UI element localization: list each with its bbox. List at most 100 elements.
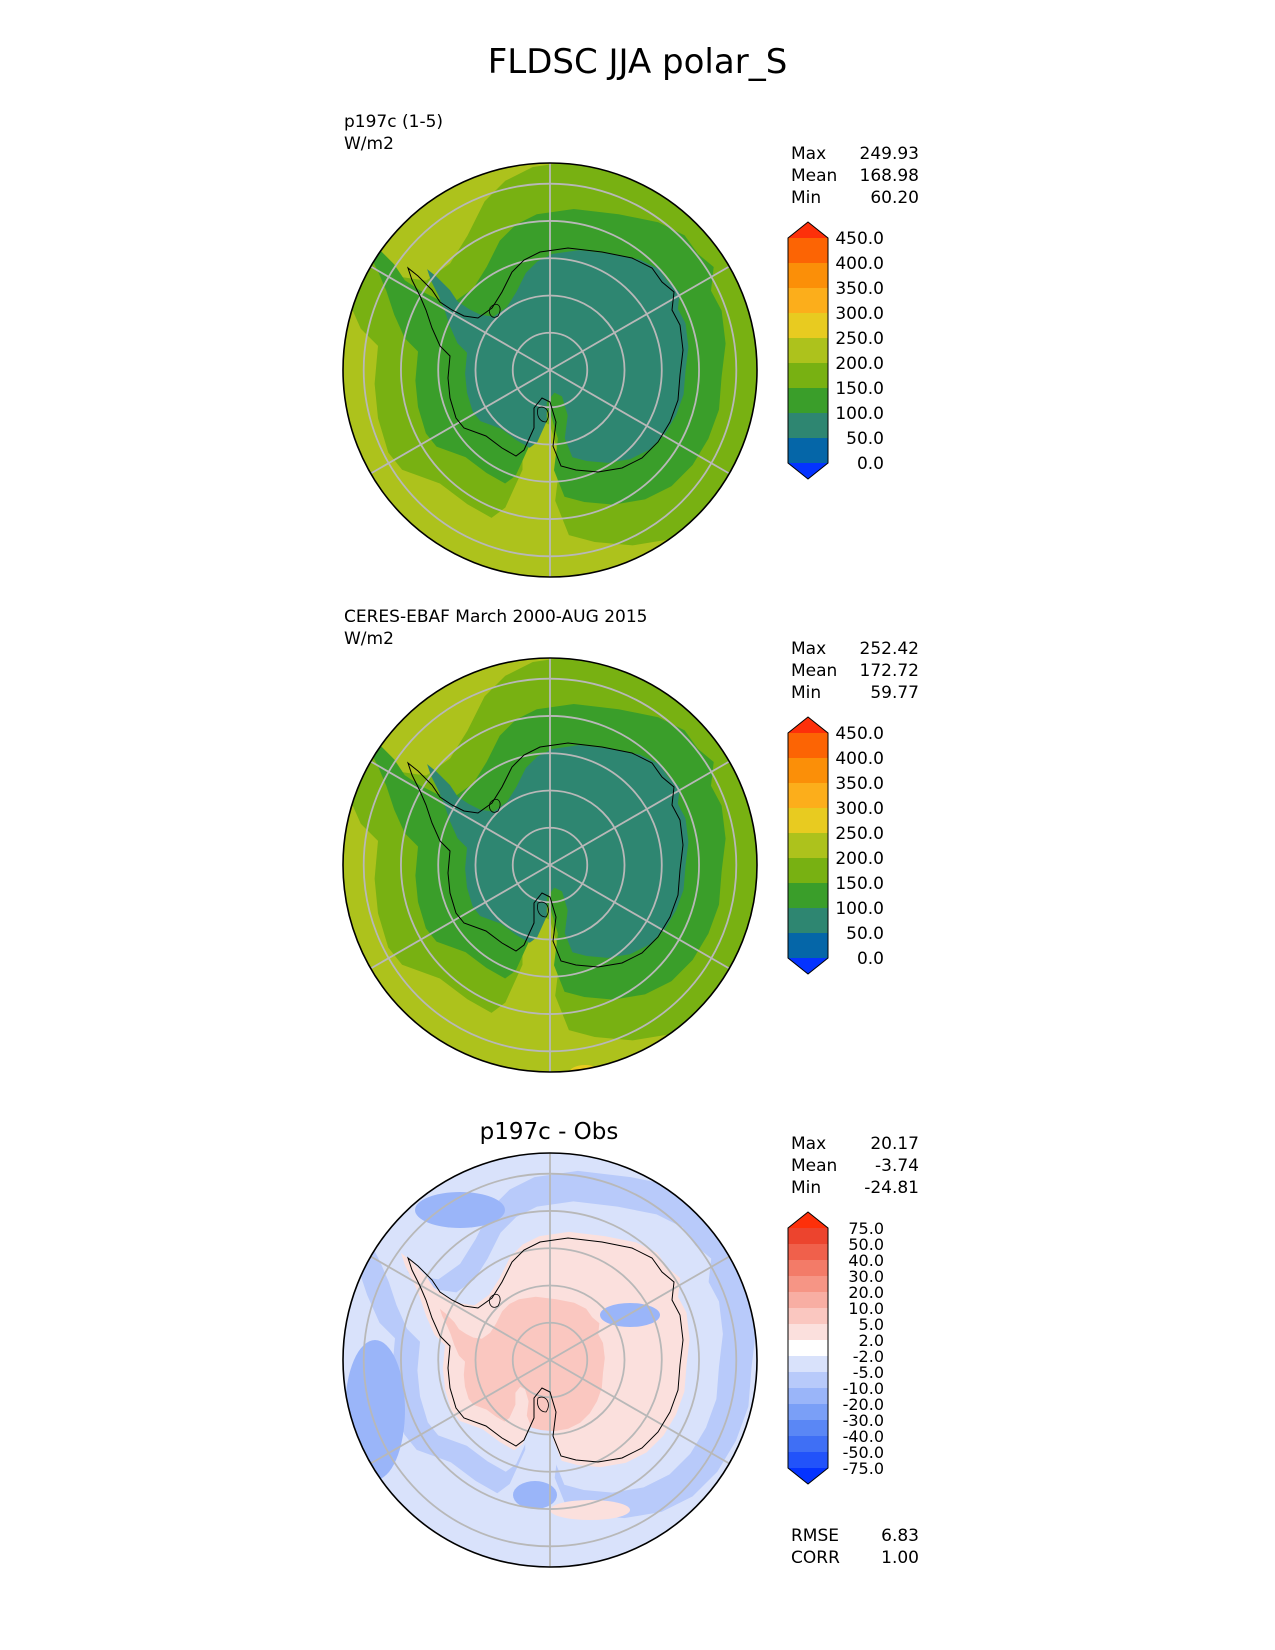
- colorbar-swatch: [788, 1276, 828, 1293]
- colorbar-swatch: [788, 338, 828, 364]
- colorbar-swatch: [788, 1372, 828, 1389]
- colorbar-tick-label: 100.0: [835, 899, 884, 919]
- colorbar-difference: -75.0-50.0-40.0-30.0-20.0-10.0-5.0-2.02.…: [787, 1211, 884, 1485]
- panel1-stats: Max 249.93 Mean 168.98 Min 60.20: [791, 143, 919, 209]
- colorbar-swatch: [788, 313, 828, 339]
- metric-value: 1.00: [881, 1548, 919, 1568]
- colorbar-tick-label: 300.0: [835, 304, 884, 324]
- ice-shelf-coastline: [537, 1396, 549, 1413]
- longitude-gridline: [549, 864, 730, 970]
- map-border: [342, 1152, 758, 1568]
- panel2-case-name: CERES-EBAF March 2000-AUG 2015: [344, 607, 648, 627]
- colorbar-swatch: [788, 808, 828, 834]
- colorbar-tick-label: 250.0: [835, 824, 884, 844]
- longitude-gridline: [370, 760, 551, 866]
- longitude-gridline: [370, 864, 551, 970]
- ice-shelf-coastline: [537, 901, 549, 918]
- stat-value: 172.72: [859, 661, 919, 681]
- colorbar-tick-label: 50.0: [848, 1235, 884, 1254]
- colorbar-swatch: [788, 438, 828, 464]
- colorbar-swatch: [788, 1228, 828, 1245]
- stat-label: Max: [791, 144, 827, 164]
- panel2-units: W/m2: [344, 629, 394, 649]
- colorbar-tick-label: 5.0: [859, 1315, 884, 1334]
- colorbar-outline: [787, 716, 829, 975]
- colorbar-tick-label: -40.0: [843, 1427, 884, 1446]
- colorbar-swatch: [788, 733, 828, 759]
- stat-value: -24.81: [864, 1178, 919, 1198]
- field-plateau-band: [427, 745, 689, 958]
- colorbar-tick-label: -20.0: [843, 1395, 884, 1414]
- stat-label: Min: [791, 683, 822, 703]
- colorbar-swatch: [788, 858, 828, 884]
- colorbar-tick-label: 0.0: [857, 454, 884, 474]
- stat-label: Mean: [791, 166, 838, 186]
- ice-shelf-coastline: [489, 798, 501, 813]
- colorbar-max-extension: [788, 1212, 828, 1228]
- longitude-gridline: [549, 1359, 730, 1465]
- colorbar-tick-label: 450.0: [835, 229, 884, 249]
- antarctica-coastline: [406, 742, 684, 968]
- colorbar-swatch: [788, 1260, 828, 1277]
- colorbar-tick-label: 450.0: [835, 724, 884, 744]
- colorbar-swatch: [788, 1340, 828, 1357]
- stat-value: 59.77: [870, 683, 919, 703]
- longitude-gridline: [370, 1359, 551, 1465]
- colorbar-tick-label: -5.0: [853, 1363, 884, 1382]
- longitude-gridline: [549, 760, 730, 866]
- colorbar-tick-label: 350.0: [835, 279, 884, 299]
- stat-value: 60.20: [870, 188, 919, 208]
- colorbar-min-extension: [788, 958, 828, 974]
- stat-label: Max: [791, 1134, 827, 1154]
- colorbar-max-extension: [788, 222, 828, 238]
- field-negative-patch: [513, 1481, 557, 1509]
- colorbar-swatch: [788, 1356, 828, 1373]
- stat-value: 252.42: [859, 639, 919, 659]
- stat-label: Min: [791, 188, 822, 208]
- colorbar-tick-label: -50.0: [843, 1443, 884, 1462]
- colorbar-swatch: [788, 1308, 828, 1325]
- stat-value: -3.74: [875, 1156, 919, 1176]
- colorbar-swatch: [788, 1436, 828, 1453]
- colorbar-swatch: [788, 758, 828, 784]
- colorbar-swatch: [788, 1324, 828, 1341]
- colorbar-swatch: [788, 933, 828, 959]
- colorbar-tick-label: 40.0: [848, 1251, 884, 1270]
- longitude-gridline: [549, 265, 730, 371]
- colorbar-tick-label: 300.0: [835, 799, 884, 819]
- colorbar-swatch: [788, 288, 828, 314]
- colorbar-obs: 0.0 50.0 100.0 150.0 200.0 250.0 300.0 350.0 400…: [787, 716, 884, 975]
- longitude-gridline: [549, 1255, 730, 1361]
- map-border: [342, 657, 758, 1073]
- colorbar-swatch: [788, 1244, 828, 1261]
- colorbar-tick-label: 50.0: [846, 429, 884, 449]
- longitude-gridline: [370, 369, 551, 475]
- stat-label: Max: [791, 639, 827, 659]
- colorbar-tick-label: 20.0: [848, 1283, 884, 1302]
- longitude-gridline: [370, 265, 551, 371]
- figure-title: FLDSC JJA polar_S: [487, 42, 788, 82]
- longitude-gridline: [549, 369, 730, 475]
- metric-label: RMSE: [791, 1526, 840, 1546]
- colorbar-tick-label: -2.0: [853, 1347, 884, 1366]
- colorbar-swatch: [788, 783, 828, 809]
- colorbar-swatch: [788, 1404, 828, 1421]
- colorbar-tick-label: 10.0: [848, 1299, 884, 1318]
- panel3-metrics: RMSE 6.83 CORR 1.00: [791, 1525, 919, 1569]
- panel3-title: p197c - Obs: [479, 1119, 619, 1145]
- stat-value: 20.17: [870, 1134, 919, 1154]
- colorbar-tick-label: 250.0: [835, 329, 884, 349]
- colorbar-swatch: [788, 1292, 828, 1309]
- panel1-units: W/m2: [344, 134, 394, 154]
- colorbar-swatch: [788, 908, 828, 934]
- colorbar-swatch: [788, 833, 828, 859]
- colorbar-outline: [787, 221, 829, 480]
- colorbar-swatch: [788, 413, 828, 439]
- field-negative-patch: [345, 1340, 405, 1480]
- polar-map-difference: [342, 1152, 758, 1568]
- panel2-stats: Max 252.42 Mean 172.72 Min 59.77: [791, 638, 919, 704]
- colorbar-swatch: [788, 1420, 828, 1437]
- polar-map-obs: [342, 657, 758, 1073]
- panel1-case-name: p197c (1-5): [344, 112, 444, 132]
- metric-label: CORR: [791, 1548, 840, 1568]
